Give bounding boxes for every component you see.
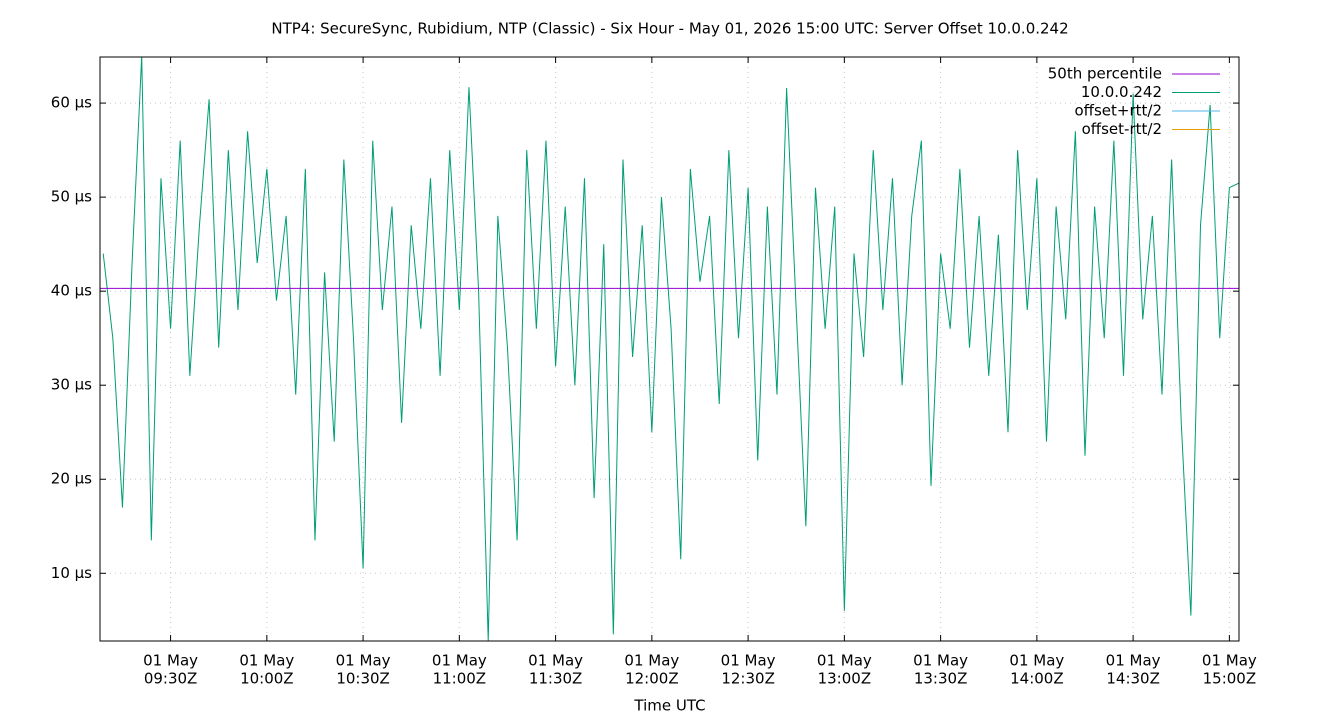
x-tick-label: 01 May [624,652,679,670]
x-tick-label: 01 May [239,652,294,670]
x-tick-label: 10:30Z [336,670,390,688]
y-tick-label: 60 µs [51,94,92,112]
y-tick-label: 10 µs [51,564,92,582]
series-line [102,57,1239,641]
y-tick-label: 20 µs [51,470,92,488]
x-tick-label: 13:00Z [818,670,872,688]
plot-border [99,56,1240,642]
x-tick-label: 01 May [1009,652,1064,670]
legend-label: offset-rtt/2 [1082,120,1162,138]
x-tick-label: 11:00Z [433,670,487,688]
legend-label: 50th percentile [1048,65,1162,83]
x-tick-label: 12:00Z [625,670,679,688]
x-tick-label: 15:00Z [1203,670,1257,688]
x-tick-label: 01 May [336,652,391,670]
y-tick-label: 40 µs [51,282,92,300]
legend-label: 10.0.0.242 [1081,83,1162,101]
x-tick-label: 01 May [913,652,968,670]
y-tick-label: 30 µs [51,376,92,394]
x-tick-label: 11:30Z [529,670,583,688]
legend-label: offset+rtt/2 [1074,102,1162,120]
x-tick-label: 01 May [1202,652,1257,670]
chart-title: NTP4: SecureSync, Rubidium, NTP (Classic… [271,20,1068,38]
x-tick-label: 14:00Z [1010,670,1064,688]
x-tick-label: 10:00Z [240,670,294,688]
x-axis-label: Time UTC [633,697,705,715]
x-tick-label: 01 May [817,652,872,670]
x-tick-label: 13:30Z [914,670,968,688]
x-tick-label: 12:30Z [721,670,775,688]
x-tick-label: 01 May [528,652,583,670]
x-tick-label: 14:30Z [1106,670,1160,688]
x-tick-label: 09:30Z [144,670,198,688]
x-tick-label: 01 May [1106,652,1161,670]
x-tick-label: 01 May [721,652,776,670]
x-tick-label: 01 May [143,652,198,670]
x-tick-label: 01 May [432,652,487,670]
y-tick-label: 50 µs [51,188,92,206]
